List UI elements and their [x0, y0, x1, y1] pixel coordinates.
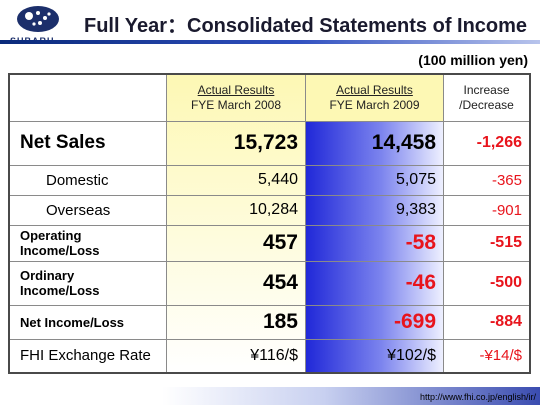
unit-label: (100 million yen) [418, 52, 528, 68]
operating-label-line1: Operating [20, 228, 82, 243]
overseas-fy2008: 10,284 [249, 201, 298, 218]
row-label-exchange-rate: FHI Exchange Rate [20, 347, 151, 364]
page-title: Full Year：Consolidated Statements of Inc… [84, 15, 528, 37]
operating-fy2009: -58 [405, 231, 436, 254]
footer-url[interactable]: http://www.fhi.co.jp/english/ir/ [419, 392, 536, 402]
operating-label-line2: Income/Loss [20, 243, 100, 258]
grid-line [10, 121, 529, 122]
income-statement-table: Actual Results FYE March 2008 Actual Res… [8, 73, 531, 374]
net-income-change: -884 [489, 313, 522, 330]
grid-line [10, 339, 529, 340]
ordinary-change: -500 [489, 274, 522, 291]
row-label-operating-income: Operating Income/Loss [20, 225, 165, 261]
header-change-line2: /Decrease [459, 98, 514, 112]
ordinary-fy2009: -46 [405, 271, 436, 294]
overseas-change: -901 [491, 201, 522, 219]
fy2009-column-bg [306, 75, 443, 372]
row-label-net-sales: Net Sales [20, 132, 106, 153]
net-income-fy2008: 185 [262, 310, 298, 333]
net-sales-change: -1,266 [476, 134, 522, 151]
ordinary-fy2008: 454 [262, 271, 298, 294]
footer-bar [0, 387, 540, 405]
header-fy2009-line1: Actual Results [336, 83, 413, 97]
fy2008-column-bg [167, 75, 305, 372]
header-fy2009: Actual Results FYE March 2009 [306, 75, 443, 121]
header-fy2009-line2: FYE March 2009 [329, 98, 420, 112]
grid-line [10, 261, 529, 262]
net-sales-fy2008: 15,723 [233, 131, 298, 154]
grid-line [10, 165, 529, 166]
grid-line [10, 305, 529, 306]
overseas-fy2009: 9,383 [395, 201, 436, 218]
domestic-fy2009: 5,075 [395, 171, 436, 188]
exchange-rate-fy2008: ¥116/$ [250, 346, 298, 364]
domestic-change: -365 [491, 171, 522, 189]
header-change-line1: Increase [463, 83, 510, 97]
grid-line [10, 195, 529, 196]
row-label-net-income: Net Income/Loss [20, 314, 125, 330]
subaru-logo: SUBARU [6, 5, 72, 46]
operating-change: -515 [489, 234, 522, 251]
operating-fy2008: 457 [262, 231, 298, 254]
header-change: Increase /Decrease [444, 75, 529, 121]
ordinary-label-line1: Ordinary [20, 268, 75, 283]
ordinary-label-line2: Income/Loss [20, 283, 100, 298]
row-label-domestic: Domestic [46, 171, 109, 189]
domestic-fy2008: 5,440 [257, 171, 298, 188]
grid-line [166, 75, 167, 372]
title-rule [0, 40, 540, 44]
pleiades-star-icon [17, 6, 59, 32]
header-fy2008-line1: Actual Results [197, 83, 275, 97]
grid-line [305, 75, 306, 372]
header-fy2008-line2: FYE March 2008 [190, 98, 282, 112]
header-fy2008: Actual Results FYE March 2008 [167, 75, 305, 121]
net-sales-fy2009: 14,458 [371, 131, 436, 154]
row-label-ordinary-income: Ordinary Income/Loss [20, 261, 165, 305]
exchange-rate-fy2009: ¥102/$ [387, 346, 436, 364]
grid-line [10, 225, 529, 226]
grid-line [443, 75, 444, 372]
exchange-rate-change: -¥14/$ [479, 347, 522, 364]
net-income-fy2009: -699 [393, 310, 436, 333]
row-label-overseas: Overseas [46, 201, 111, 219]
